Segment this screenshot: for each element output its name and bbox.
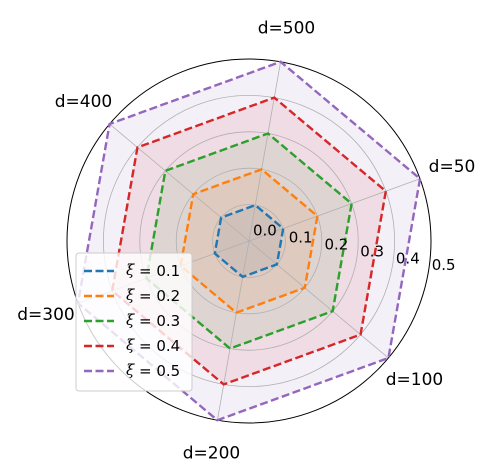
axis-label-2: d=100: [386, 370, 443, 390]
axis-label-6: d=500: [258, 18, 315, 38]
radial-tick-3: 0.3: [360, 242, 384, 260]
polar-frame: [66, 58, 432, 424]
legend-label-3: ξ = 0.3: [126, 311, 180, 330]
radial-tick-4: 0.4: [396, 249, 420, 267]
grid-circle-1: [212, 204, 286, 278]
series-line-2: [179, 167, 319, 315]
legend: ξ = 0.1 ξ = 0.2 ξ = 0.3 ξ = 0.4 ξ = 0.5: [75, 252, 193, 392]
radial-tick-labels: 0.0 0.1 0.2 0.3 0.4 0.5: [253, 222, 456, 275]
grid-circle-2: [175, 167, 323, 315]
legend-label-2: ξ = 0.2: [126, 286, 180, 305]
legend-label-4: ξ = 0.4: [126, 336, 180, 355]
grid-spoke-5: [109, 123, 250, 242]
radial-tick-2: 0.2: [325, 235, 349, 253]
grid-circle-4: [102, 94, 396, 388]
radial-tick-0: 0.0: [253, 222, 277, 240]
axis-label-1: d=50: [429, 157, 476, 177]
legend-label-5: ξ = 0.5: [126, 361, 180, 380]
angular-axis-labels: d=50 d=100 d=200 d=300 d=400 d=500: [17, 18, 475, 463]
legend-box: [75, 252, 193, 392]
axis-label-3: d=200: [183, 444, 240, 464]
axis-label-4: d=300: [17, 305, 74, 325]
grid-spoke-3: [217, 240, 250, 421]
axis-label-5: d=400: [55, 92, 112, 112]
series-line-4: [110, 96, 388, 386]
radial-tick-1: 0.1: [289, 228, 313, 246]
grid-spoke-2: [248, 240, 389, 359]
grid-spoke-6: [248, 61, 281, 242]
legend-label-1: ξ = 0.1: [126, 261, 180, 280]
radial-tick-5: 0.5: [432, 256, 456, 274]
grid-circle-3: [139, 131, 359, 351]
grid-spoke-1: [248, 178, 421, 242]
series-line-1: [213, 203, 285, 279]
